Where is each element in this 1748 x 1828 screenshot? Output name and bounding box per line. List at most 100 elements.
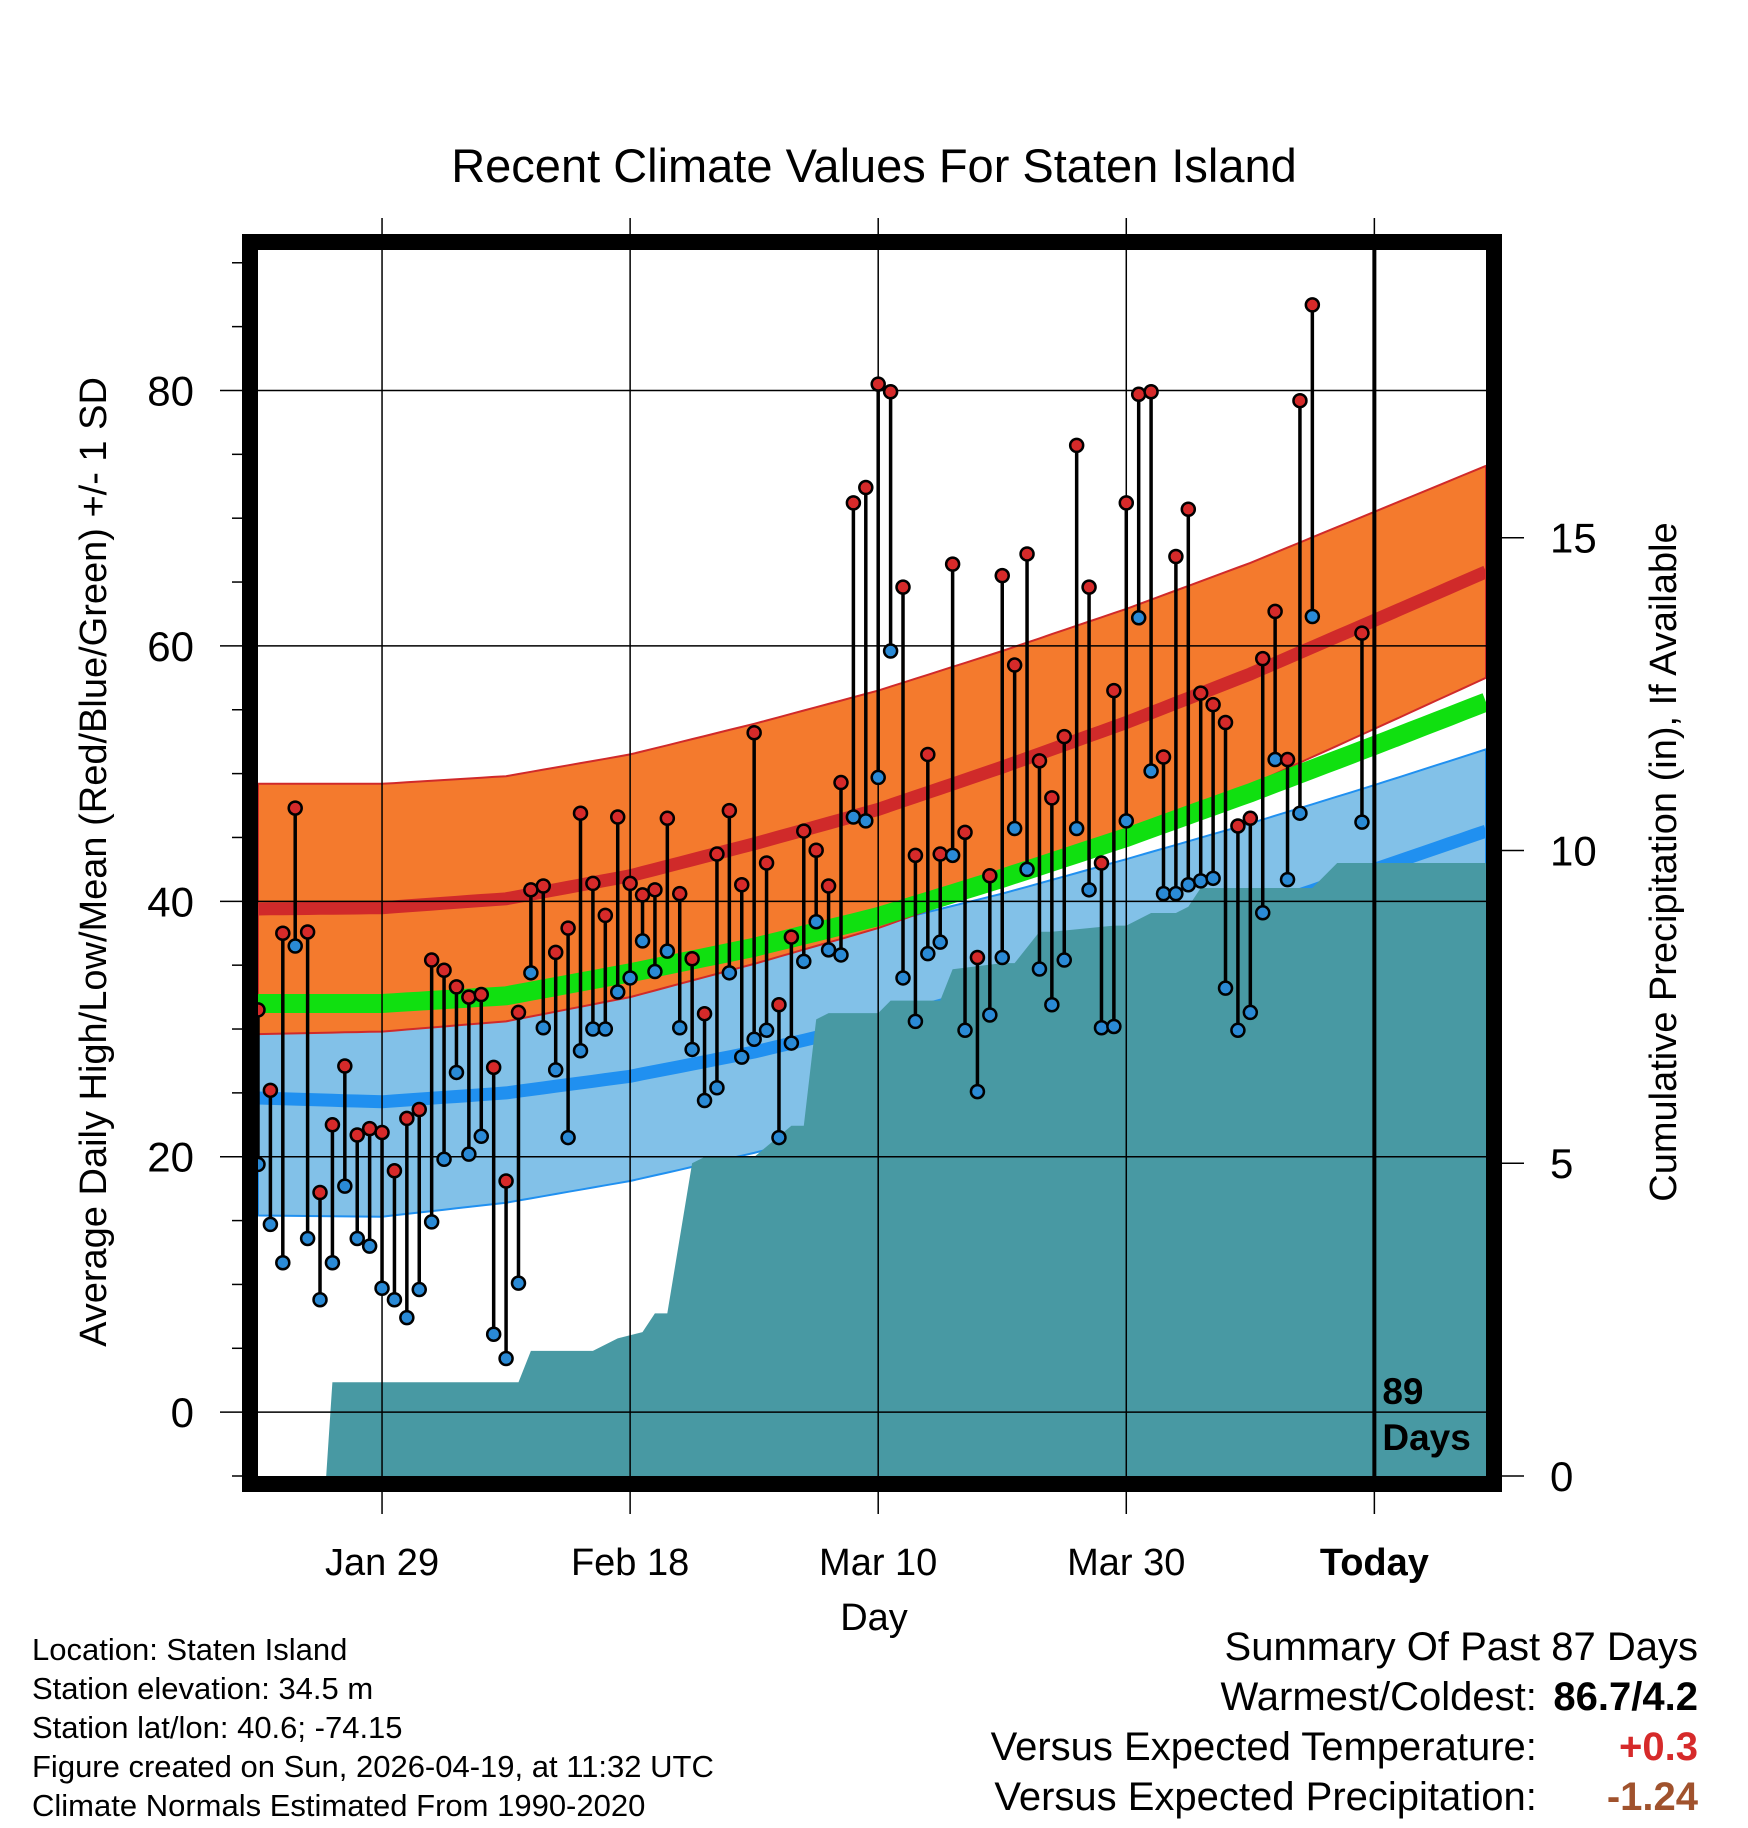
obs-low-day-33 xyxy=(659,943,676,959)
obs-low-day-36 xyxy=(696,1092,713,1109)
obs-low-day-47 xyxy=(833,947,849,963)
created-text: Figure created on Sun, 2026-04-19, at 11… xyxy=(32,1749,714,1784)
obs-low-day-74 xyxy=(1168,885,1184,902)
obs-low-day-69 xyxy=(1106,1018,1122,1035)
obs-low-day-57 xyxy=(957,1022,973,1039)
obs-high-day-69 xyxy=(1106,682,1122,699)
obs-low-day-44 xyxy=(796,953,812,970)
obs-low-day-25 xyxy=(560,1129,576,1146)
obs-high-day-46 xyxy=(820,878,837,894)
obs-high-day-89 xyxy=(1354,625,1370,641)
obs-high-day-81 xyxy=(1254,650,1271,667)
obs-low-day-55 xyxy=(932,934,948,950)
y-axis-label: Average Daily High/Low/Mean (Red/Blue/Gr… xyxy=(73,377,115,1347)
y2-axis-label: Cumulative Precipitation (in), If Availa… xyxy=(1643,522,1685,1201)
summary-temp-row: Versus Expected Temperature: +0.3 xyxy=(991,1722,1698,1772)
obs-low-day-37 xyxy=(709,1080,725,1096)
obs-low-day-56 xyxy=(944,847,961,864)
obs-high-day-5 xyxy=(312,1184,328,1201)
plot-frame xyxy=(242,234,1502,1492)
obs-high-day-12 xyxy=(399,1110,415,1127)
obs-low-day-71 xyxy=(1130,610,1147,626)
station-info: Location: Staten Island Station elevatio… xyxy=(32,1630,714,1825)
obs-low-day-27 xyxy=(585,1021,601,1037)
today-days-label: Days xyxy=(1382,1417,1470,1458)
obs-low-day-80 xyxy=(1242,1004,1259,1021)
obs-high-day-35 xyxy=(684,951,700,967)
obs-high-day-57 xyxy=(957,824,973,841)
obs-high-day-9 xyxy=(361,1120,378,1137)
obs-high-day-54 xyxy=(920,746,936,763)
obs-high-day-71 xyxy=(1130,386,1147,403)
latlon-text: Station lat/lon: 40.6; -74.15 xyxy=(32,1710,403,1745)
obs-low-day-85 xyxy=(1304,608,1321,625)
x-tick-label-mar-30: Mar 30 xyxy=(1067,1542,1185,1584)
obs-low-day-23 xyxy=(535,1019,552,1036)
obs-low-day-22 xyxy=(523,965,539,981)
obs-high-day-4 xyxy=(299,924,316,940)
obs-low-day-7 xyxy=(337,1178,353,1194)
obs-high-day-73 xyxy=(1155,749,1172,765)
obs-low-day-65 xyxy=(1056,952,1073,968)
obs-high-day-47 xyxy=(833,774,849,791)
temp-label: Versus Expected Temperature: xyxy=(990,1725,1537,1769)
obs-low-day-83 xyxy=(1279,871,1296,888)
obs-high-day-70 xyxy=(1118,495,1135,511)
obs-high-day-59 xyxy=(982,868,998,884)
obs-low-day-29 xyxy=(609,984,626,1000)
obs-low-day-2 xyxy=(275,1254,291,1271)
y-tick-label-0: 0 xyxy=(171,1389,194,1436)
obs-high-day-10 xyxy=(374,1124,390,1141)
obs-low-day-43 xyxy=(783,1035,800,1051)
obs-low-day-5 xyxy=(312,1292,328,1308)
obs-high-day-13 xyxy=(411,1101,428,1118)
y2-tick-label-0: 0 xyxy=(1550,1453,1573,1500)
obs-high-day-43 xyxy=(783,929,800,945)
obs-high-day-42 xyxy=(771,997,787,1013)
obs-low-day-66 xyxy=(1068,820,1085,837)
obs-high-day-74 xyxy=(1168,548,1184,565)
obs-low-day-34 xyxy=(671,1019,688,1036)
obs-high-day-79 xyxy=(1230,818,1246,834)
x-tick-label-mar-10: Mar 10 xyxy=(819,1542,937,1584)
obs-low-day-79 xyxy=(1230,1022,1246,1039)
data-layer: 89 Days xyxy=(258,250,1471,1476)
obs-high-day-49 xyxy=(858,479,874,496)
obs-high-day-29 xyxy=(609,809,626,825)
obs-high-day-16 xyxy=(448,979,465,995)
obs-high-day-21 xyxy=(510,1004,527,1021)
obs-low-day-14 xyxy=(423,1214,440,1230)
obs-high-day-84 xyxy=(1292,392,1308,409)
obs-low-day-50 xyxy=(870,769,886,786)
warmest-label: Warmest/Coldest: xyxy=(1220,1675,1537,1719)
y2-tick-label-10: 10 xyxy=(1550,827,1597,874)
obs-high-day-55 xyxy=(932,846,948,862)
obs-low-day-54 xyxy=(920,945,936,962)
obs-low-day-84 xyxy=(1292,805,1308,821)
obs-high-day-78 xyxy=(1217,714,1234,731)
obs-low-day-89 xyxy=(1354,814,1370,830)
obs-low-day-32 xyxy=(647,963,663,980)
obs-high-day-26 xyxy=(572,805,589,821)
x-tick-label-today: Today xyxy=(1320,1542,1429,1584)
obs-low-day-11 xyxy=(386,1292,403,1308)
obs-high-day-75 xyxy=(1180,501,1197,517)
warmest-value: 86.7/4.2 xyxy=(1553,1675,1698,1719)
obs-low-day-26 xyxy=(572,1042,589,1059)
obs-high-day-14 xyxy=(423,952,440,968)
obs-high-day-65 xyxy=(1056,728,1073,745)
obs-high-day-24 xyxy=(547,944,564,961)
obs-high-day-19 xyxy=(485,1059,502,1076)
y2-tick-label-15: 15 xyxy=(1550,515,1597,562)
obs-low-day-39 xyxy=(734,1049,750,1065)
obs-low-day-73 xyxy=(1155,885,1172,902)
summary-panel: Summary Of Past 87 Days Warmest/Coldest:… xyxy=(991,1622,1698,1822)
obs-high-day-61 xyxy=(1006,657,1023,673)
obs-low-day-77 xyxy=(1205,870,1221,887)
obs-low-day-17 xyxy=(461,1146,477,1162)
obs-high-day-62 xyxy=(1019,546,1035,562)
obs-high-day-53 xyxy=(907,847,924,864)
obs-high-day-34 xyxy=(671,885,688,902)
obs-high-day-83 xyxy=(1279,751,1296,768)
obs-low-day-70 xyxy=(1118,813,1135,829)
